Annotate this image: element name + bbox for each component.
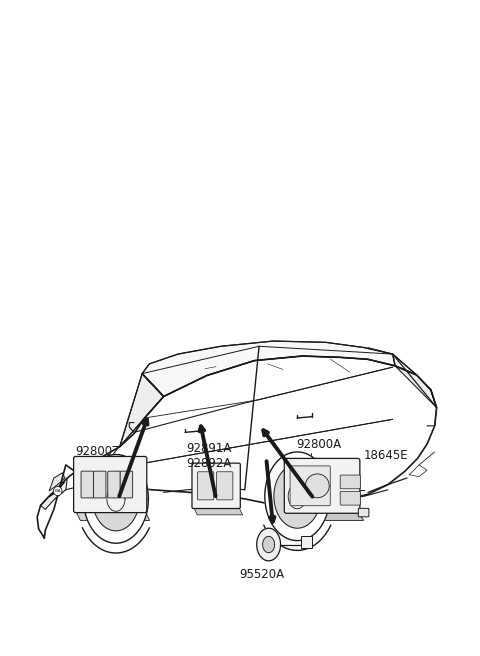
- Text: 92800Z: 92800Z: [75, 445, 120, 459]
- Polygon shape: [107, 487, 125, 511]
- FancyBboxPatch shape: [284, 459, 360, 513]
- Polygon shape: [142, 341, 417, 396]
- FancyBboxPatch shape: [358, 508, 369, 517]
- Polygon shape: [288, 484, 306, 508]
- Polygon shape: [40, 478, 67, 509]
- FancyBboxPatch shape: [108, 471, 120, 498]
- FancyBboxPatch shape: [120, 471, 132, 498]
- Ellipse shape: [53, 487, 62, 496]
- Polygon shape: [93, 467, 139, 531]
- Polygon shape: [286, 511, 364, 520]
- FancyBboxPatch shape: [300, 536, 312, 548]
- Polygon shape: [84, 455, 148, 543]
- Polygon shape: [257, 528, 281, 561]
- FancyBboxPatch shape: [94, 471, 106, 498]
- Polygon shape: [120, 374, 164, 447]
- Text: KIA: KIA: [54, 489, 61, 493]
- FancyBboxPatch shape: [290, 466, 330, 506]
- FancyBboxPatch shape: [340, 491, 360, 505]
- Text: 92800A: 92800A: [296, 438, 341, 451]
- FancyBboxPatch shape: [73, 457, 147, 512]
- FancyBboxPatch shape: [81, 471, 94, 498]
- FancyBboxPatch shape: [197, 472, 214, 500]
- FancyBboxPatch shape: [340, 475, 360, 489]
- Polygon shape: [265, 452, 330, 541]
- Text: 95520A: 95520A: [239, 568, 284, 581]
- Polygon shape: [48, 482, 65, 497]
- FancyBboxPatch shape: [216, 472, 233, 500]
- Polygon shape: [395, 366, 437, 407]
- Polygon shape: [193, 507, 242, 515]
- Text: 92891A: 92891A: [187, 442, 232, 455]
- Polygon shape: [274, 464, 321, 528]
- Polygon shape: [263, 537, 275, 553]
- Text: 18645E: 18645E: [364, 449, 408, 462]
- FancyBboxPatch shape: [192, 463, 240, 508]
- Circle shape: [305, 474, 329, 498]
- Polygon shape: [49, 473, 65, 491]
- Polygon shape: [75, 510, 150, 520]
- Text: 92892A: 92892A: [187, 457, 232, 470]
